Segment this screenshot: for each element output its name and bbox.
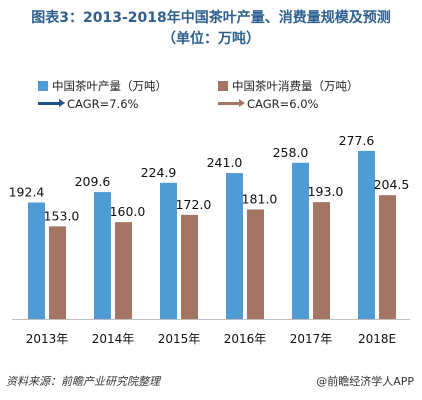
data-label-production-2: 224.9 xyxy=(141,165,177,180)
legend-production: 中国茶叶产量（万吨） xyxy=(38,79,167,93)
arrow-line-brown-icon xyxy=(218,99,245,107)
data-label-consumption-0: 153.0 xyxy=(44,208,80,223)
data-label-production-1: 209.6 xyxy=(75,174,111,189)
bar-production-2 xyxy=(160,182,177,319)
data-label-consumption-4: 193.0 xyxy=(308,184,344,199)
data-label-production-3: 241.0 xyxy=(207,155,243,170)
bar-consumption-0 xyxy=(49,226,66,319)
data-label-production-0: 192.4 xyxy=(9,185,45,200)
legend-consumption-label: 中国茶叶消费量（万吨） xyxy=(232,79,359,93)
x-tick-label-2: 2015年 xyxy=(158,332,201,346)
legend-cagr-production-label: CAGR=7.6% xyxy=(67,97,139,111)
data-label-production-5: 277.6 xyxy=(339,133,375,148)
chart-title: 图表3：2013-2018年中国茶叶产量、消费量规模及预测 xyxy=(31,10,391,26)
x-tick-label-4: 2017年 xyxy=(290,332,333,346)
legend-production-label: 中国茶叶产量（万吨） xyxy=(52,79,167,93)
x-tick-label-0: 2013年 xyxy=(26,332,69,346)
x-tick-label-5: 2018E xyxy=(358,332,396,346)
data-label-consumption-3: 181.0 xyxy=(242,191,278,206)
bar-production-4 xyxy=(292,162,309,319)
legend-cagr-consumption: CAGR=6.0% xyxy=(218,97,318,111)
bar-consumption-2 xyxy=(181,214,198,319)
source-note: 资料来源：前瞻产业研究院整理 xyxy=(6,375,160,388)
consumption-swatch-icon xyxy=(218,81,228,91)
bar-consumption-1 xyxy=(115,222,132,319)
legend-cagr-consumption-label: CAGR=6.0% xyxy=(247,97,319,111)
data-label-consumption-1: 160.0 xyxy=(110,204,146,219)
bar-production-5 xyxy=(358,150,375,319)
brand-watermark: @前瞻经济学人APP xyxy=(316,375,414,388)
legend-cagr-production: CAGR=7.6% xyxy=(38,97,138,111)
x-tick-label-3: 2016年 xyxy=(224,332,267,346)
legend-consumption: 中国茶叶消费量（万吨） xyxy=(218,79,359,93)
arrow-line-blue-icon xyxy=(38,99,65,107)
x-tick-label-1: 2014年 xyxy=(92,332,135,346)
bar-consumption-4 xyxy=(313,202,330,319)
bar-production-0 xyxy=(28,202,45,319)
data-label-consumption-2: 172.0 xyxy=(176,197,212,212)
bar-production-1 xyxy=(94,192,111,319)
data-label-production-4: 258.0 xyxy=(273,145,309,160)
data-label-consumption-5: 204.5 xyxy=(374,177,410,192)
bar-consumption-3 xyxy=(247,209,264,319)
production-swatch-icon xyxy=(38,81,48,91)
bar-consumption-5 xyxy=(379,195,396,319)
bar-production-3 xyxy=(226,173,243,319)
chart-subtitle: （单位：万吨） xyxy=(162,31,260,47)
